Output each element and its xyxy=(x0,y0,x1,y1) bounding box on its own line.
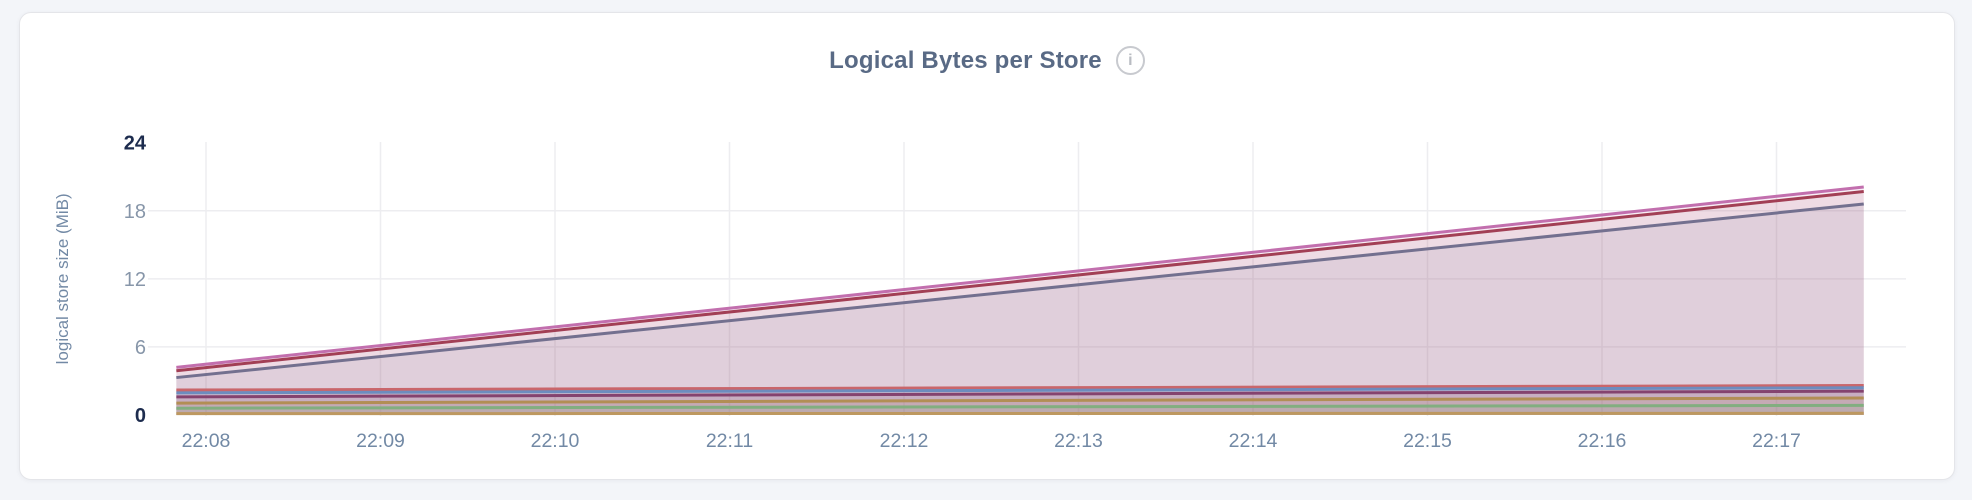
y-tick-label: 24 xyxy=(124,133,147,155)
series-6-area xyxy=(176,391,1864,415)
chart-title: Logical Bytes per Store xyxy=(829,46,1102,74)
chart-header: Logical Bytes per Store i xyxy=(20,46,1954,75)
y-tick-label: 6 xyxy=(135,337,146,359)
series-3-area xyxy=(176,203,1864,415)
x-tick-label: 22:10 xyxy=(531,430,580,452)
x-tick-label: 22:09 xyxy=(356,430,405,452)
series-4-line xyxy=(176,384,1864,392)
y-tick-label: 18 xyxy=(124,201,146,223)
x-tick-label: 22:14 xyxy=(1229,430,1278,452)
series-5-line xyxy=(176,386,1864,395)
y-axis-title: logical store size (MiB) xyxy=(53,193,72,364)
x-tick-label: 22:17 xyxy=(1752,430,1801,452)
series-7-line xyxy=(176,396,1864,405)
series-1-line xyxy=(176,185,1864,369)
y-tick-label: 12 xyxy=(124,269,146,291)
series-1-area xyxy=(176,186,1864,415)
x-tick-label: 22:11 xyxy=(706,430,753,452)
x-tick-label: 22:13 xyxy=(1054,430,1103,452)
series-3-line xyxy=(176,202,1864,380)
x-tick-label: 22:15 xyxy=(1403,430,1452,452)
series-6-line xyxy=(176,389,1864,399)
x-tick-label: 22:16 xyxy=(1578,430,1627,452)
y-tick-label: 0 xyxy=(135,405,146,427)
series-2-line xyxy=(176,190,1864,373)
x-tick-label: 22:08 xyxy=(182,430,231,452)
info-icon[interactable]: i xyxy=(1115,46,1145,75)
series-8-line xyxy=(176,403,1864,410)
x-tick-label: 22:12 xyxy=(880,430,929,452)
